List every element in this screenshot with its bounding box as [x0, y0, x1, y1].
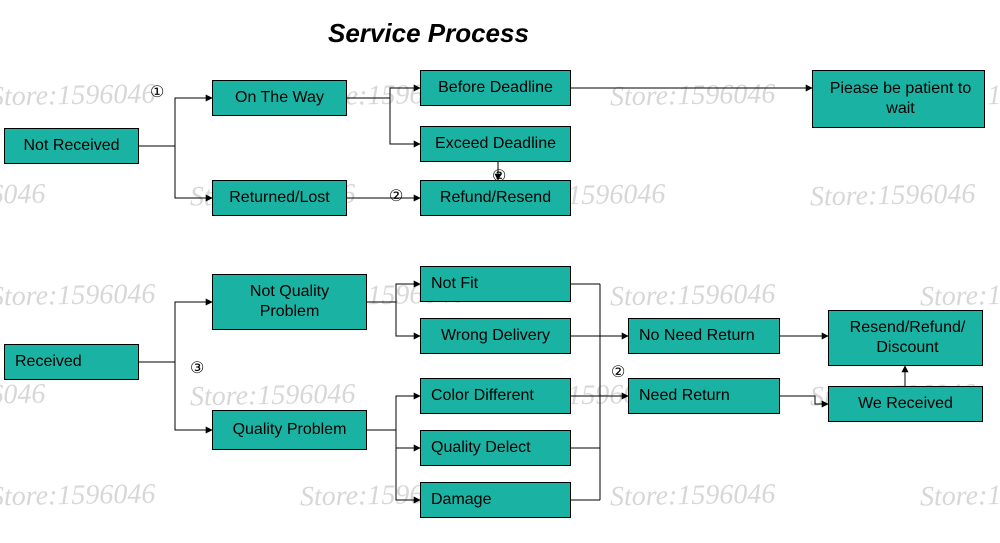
node-need_return: Need Return — [628, 378, 780, 414]
edge-9 — [367, 284, 420, 302]
node-resend_refund: Resend/Refund/ Discount — [828, 310, 983, 366]
watermark-text: Store:1596046 — [810, 179, 976, 214]
node-not_quality: Not Quality Problem — [212, 274, 367, 330]
edge-0 — [139, 98, 212, 146]
node-wrong_delivery: Wrong Delivery — [420, 318, 571, 354]
node-we_received: We Received — [828, 386, 983, 422]
watermark-text: Store:1596046 — [920, 479, 1000, 514]
circled-label-c2b: ② — [492, 166, 506, 186]
node-damage: Damage — [420, 482, 571, 518]
watermark-text: Store:1596046 — [920, 279, 1000, 314]
edge-2 — [347, 88, 420, 98]
edge-23 — [780, 396, 828, 404]
watermark-text: Store:1596046 — [190, 379, 356, 414]
watermark-text: Store:1596046 — [610, 79, 776, 114]
node-quality_delect: Quality Delect — [420, 430, 571, 466]
node-on_the_way: On The Way — [212, 80, 347, 116]
watermark-text: Store:1596046 — [0, 379, 46, 414]
node-quality: Quality Problem — [212, 410, 367, 450]
diagram-title: Service Process — [328, 18, 529, 49]
circled-label-c2c: ② — [611, 362, 625, 382]
node-exceed_deadline: Exceed Deadline — [420, 126, 571, 162]
edge-12 — [396, 430, 420, 448]
node-not_fit: Not Fit — [420, 266, 571, 302]
edge-13 — [396, 448, 420, 500]
watermark-text: Store:1596046 — [0, 479, 156, 514]
node-received: Received — [4, 344, 139, 380]
circled-label-c2a: ② — [389, 186, 403, 206]
watermark-text: Store:1596046 — [610, 479, 776, 514]
edge-7 — [139, 302, 212, 362]
node-color_diff: Color Different — [420, 378, 571, 414]
node-not_received: Not Received — [4, 128, 139, 164]
watermark-text: Store:1596046 — [0, 79, 156, 114]
watermark-text: Store:1596046 — [610, 279, 776, 314]
circled-label-c3: ③ — [190, 358, 204, 378]
watermark-text: Store:1596046 — [0, 279, 156, 314]
watermark-text: Store:1596046 — [0, 179, 46, 214]
node-no_need_return: No Need Return — [628, 318, 780, 354]
edge-1 — [175, 146, 212, 198]
node-patient: Piease be patient to wait — [812, 70, 985, 128]
edge-10 — [396, 302, 420, 336]
edge-11 — [367, 396, 420, 430]
node-returned_lost: Returned/Lost — [212, 180, 347, 216]
node-before_deadline: Before Deadline — [420, 70, 571, 106]
circled-label-c1: ① — [150, 82, 164, 102]
edge-3 — [390, 98, 420, 144]
